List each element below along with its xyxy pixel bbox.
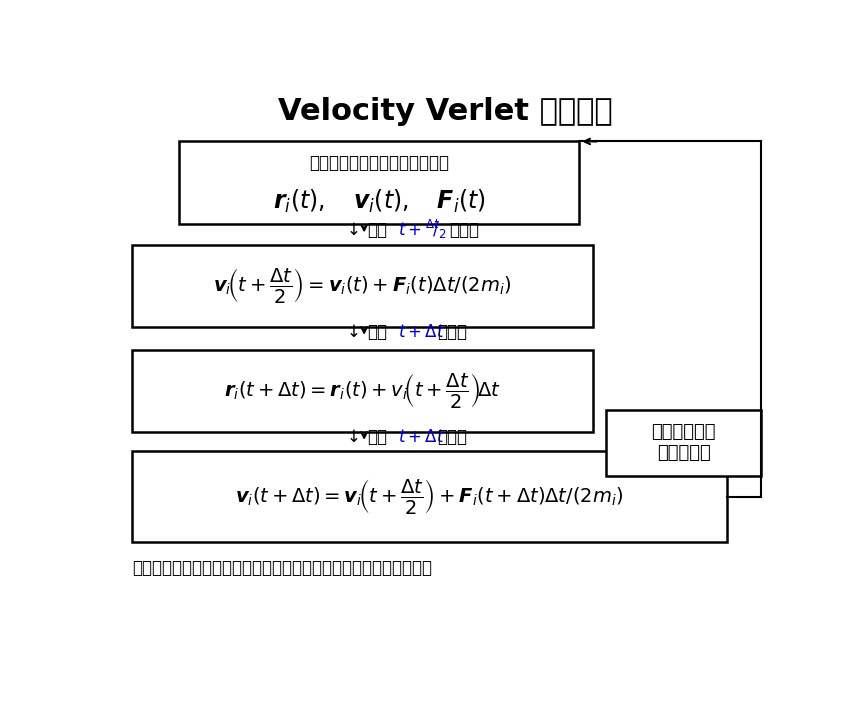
Text: 计算: 计算 (367, 323, 387, 341)
Text: $t + \Delta t$: $t + \Delta t$ (398, 323, 446, 341)
Text: ↓: ↓ (347, 323, 361, 341)
Text: 的速度: 的速度 (449, 221, 479, 239)
Text: ↓: ↓ (347, 428, 361, 446)
Text: 的速度: 的速度 (437, 428, 468, 446)
Text: 计算: 计算 (367, 428, 387, 446)
Text: $\boldsymbol{v}_i(t + \Delta t) = \boldsymbol{v}_i\!\left(t + \dfrac{\Delta t}{2: $\boldsymbol{v}_i(t + \Delta t) = \bolds… (235, 477, 624, 516)
Text: $t + \Delta t$: $t + \Delta t$ (398, 428, 446, 446)
FancyBboxPatch shape (179, 141, 580, 224)
Text: 计算: 计算 (367, 221, 387, 239)
Text: $t + ^{\Delta t}\!\!/_{2}$: $t + ^{\Delta t}\!\!/_{2}$ (398, 218, 447, 241)
FancyBboxPatch shape (132, 350, 593, 432)
Text: 初始时刻位置，速度，及作用力: 初始时刻位置，速度，及作用力 (309, 154, 450, 172)
FancyBboxPatch shape (132, 451, 727, 542)
Text: 更新速度，位
置及作用力: 更新速度，位 置及作用力 (651, 424, 716, 462)
Text: 注：知道某时刻原子的位置，就可以通过作用势函数来算出其受力。: 注：知道某时刻原子的位置，就可以通过作用势函数来算出其受力。 (132, 559, 432, 577)
Text: $\boldsymbol{r}_i(t + \Delta t) = \boldsymbol{r}_i(t) + v_i\!\left(t + \dfrac{\D: $\boldsymbol{r}_i(t + \Delta t) = \bolds… (224, 371, 501, 410)
Text: $\boldsymbol{r}_i(t),\quad \boldsymbol{v}_i(t),\quad \boldsymbol{F}_i(t)$: $\boldsymbol{r}_i(t),\quad \boldsymbol{v… (273, 187, 486, 215)
Text: Velocity Verlet 积分算法: Velocity Verlet 积分算法 (278, 96, 612, 126)
FancyBboxPatch shape (132, 245, 593, 327)
FancyBboxPatch shape (606, 409, 761, 476)
Text: $\boldsymbol{v}_i\!\left(t + \dfrac{\Delta t}{2}\right) = \boldsymbol{v}_i(t) + : $\boldsymbol{v}_i\!\left(t + \dfrac{\Del… (214, 266, 512, 305)
Text: 的位置: 的位置 (437, 323, 468, 341)
Text: ↓: ↓ (347, 221, 361, 239)
